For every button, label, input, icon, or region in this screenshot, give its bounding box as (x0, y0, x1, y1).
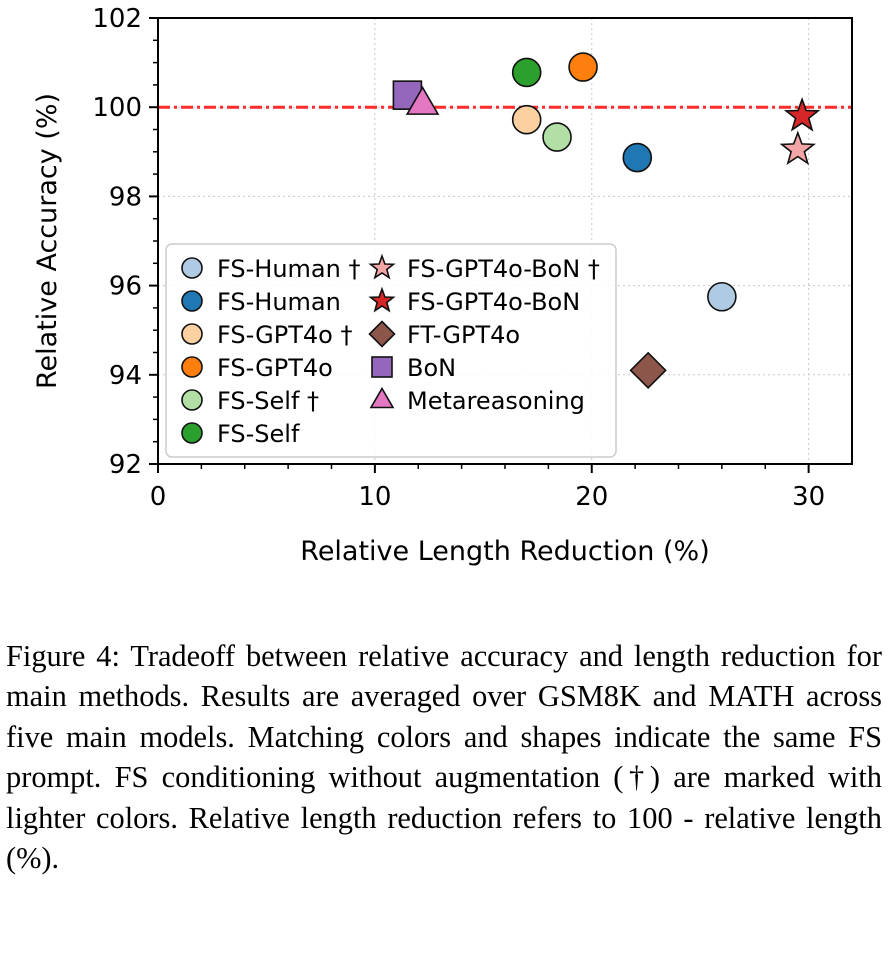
legend-label: FS-GPT4o † (217, 321, 352, 349)
axis-ticks: 0 10 20 30 92 94 96 98 100 102 (92, 4, 825, 512)
data-point-ft-gpt4o (629, 351, 667, 389)
x-tick-label: 10 (358, 482, 391, 512)
legend-marker (368, 253, 396, 280)
y-tick-label: 92 (109, 450, 142, 480)
legend-label: FT-GPT4o (407, 321, 520, 349)
figure-caption: Figure 4: Tradeoff between relative accu… (6, 639, 882, 876)
legend-label: Metareasoning (407, 387, 585, 415)
legend: FS-Human † FS-Human FS-GPT4o † FS-GPT4o FS-S… (165, 243, 617, 458)
legend-label: FS-Self (217, 420, 300, 448)
data-point-fs-human (622, 142, 653, 173)
y-tick-label: 98 (109, 182, 142, 212)
legend-label: BoN (407, 354, 456, 382)
data-point-metareasoning (405, 85, 440, 115)
legend-marker (181, 323, 203, 345)
legend-label: FS-GPT4o (217, 354, 333, 382)
y-axis-label: Relative Accuracy (%) (32, 93, 63, 389)
data-point-fs-self- (542, 122, 572, 152)
data-point-fs-gpt4o- (511, 104, 542, 135)
y-tick-label: 96 (109, 272, 142, 302)
legend-label: FS-Self † (217, 387, 319, 415)
data-markers (392, 52, 821, 389)
y-tick-label: 100 (92, 93, 142, 123)
y-tick-label: 102 (92, 4, 142, 34)
legend-marker (181, 356, 203, 378)
data-point-fs-human- (707, 281, 737, 312)
legend-marker (369, 386, 395, 409)
legend-marker (371, 356, 393, 378)
legend-label: FS-Human † (217, 255, 360, 283)
data-point-fs-self (511, 57, 542, 88)
x-tick-label: 30 (792, 482, 825, 512)
y-tick-label: 94 (109, 361, 142, 391)
legend-marker (368, 286, 396, 313)
legend-label: FS-GPT4o-BoN † (407, 255, 600, 283)
legend-marker (181, 257, 203, 279)
x-tick-label: 20 (575, 482, 608, 512)
legend-label: FS-Human (217, 288, 341, 316)
data-point-fs-gpt4o-bon- (779, 130, 817, 166)
data-point-fs-gpt4o-bon (783, 96, 821, 132)
legend-marker (181, 422, 203, 444)
legend-marker (368, 320, 396, 348)
data-point-fs-gpt4o (568, 52, 598, 82)
x-tick-label: 0 (150, 482, 167, 512)
legend-label: FS-GPT4o-BoN (407, 288, 580, 316)
legend-marker (181, 290, 203, 312)
legend-marker (181, 389, 203, 411)
x-axis-label: Relative Length Reduction (%) (300, 536, 709, 567)
legend-box (165, 243, 617, 458)
